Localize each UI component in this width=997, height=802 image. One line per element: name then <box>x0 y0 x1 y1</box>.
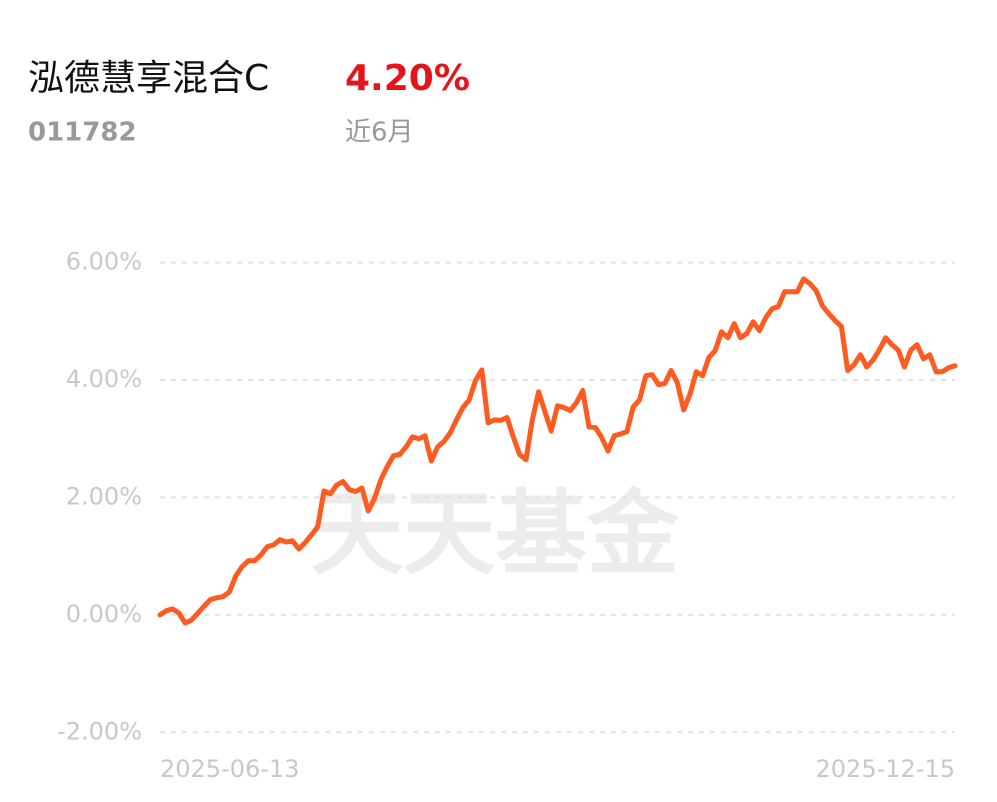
x-tick-label: 2025-06-13 <box>160 755 299 783</box>
y-tick-label: 4.00% <box>66 365 142 393</box>
fund-name: 泓德慧享混合C <box>28 58 269 99</box>
y-tick-label: 0.00% <box>66 600 142 628</box>
y-tick-label: 6.00% <box>66 247 142 275</box>
period: 近6月 <box>345 118 414 148</box>
fund-return: 4.20% <box>345 58 470 99</box>
fund-code: 011782 <box>28 118 137 148</box>
x-tick-label: 2025-12-15 <box>816 755 955 783</box>
y-tick-label: 2.00% <box>66 482 142 510</box>
y-tick-label: -2.00% <box>57 717 142 745</box>
line <box>157 276 958 626</box>
